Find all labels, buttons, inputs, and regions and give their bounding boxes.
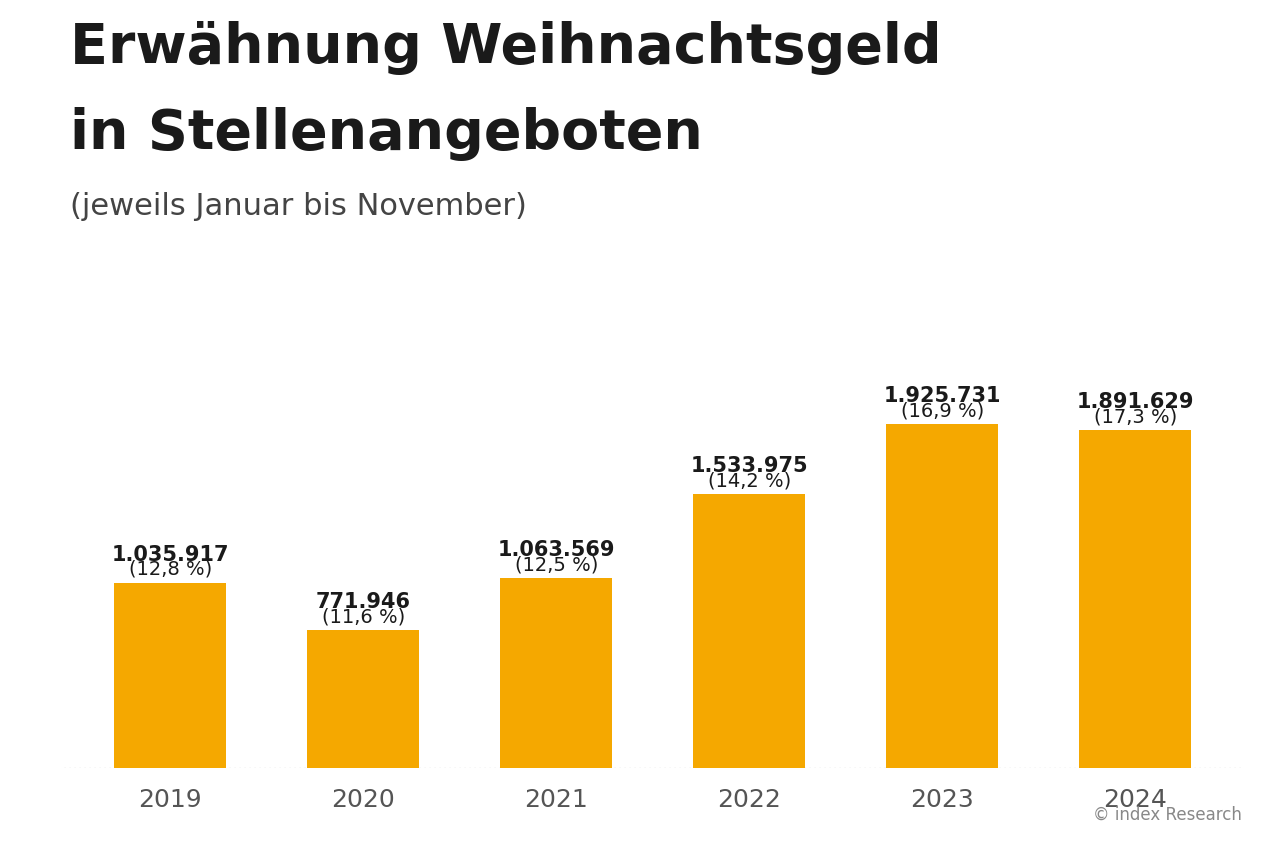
Text: (14,2 %): (14,2 %) xyxy=(708,471,791,490)
Bar xyxy=(500,578,612,768)
Bar xyxy=(1079,431,1192,768)
Text: (11,6 %): (11,6 %) xyxy=(321,606,404,625)
Text: 1.035.917: 1.035.917 xyxy=(111,544,229,564)
Text: 1.063.569: 1.063.569 xyxy=(498,539,614,559)
Bar xyxy=(114,583,227,768)
Text: (12,5 %): (12,5 %) xyxy=(515,554,598,573)
Text: (16,9 %): (16,9 %) xyxy=(901,401,984,420)
Text: Erwähnung Weihnachtsgeld: Erwähnung Weihnachtsgeld xyxy=(70,21,942,75)
Text: (17,3 %): (17,3 %) xyxy=(1094,407,1178,426)
Text: (12,8 %): (12,8 %) xyxy=(128,560,211,578)
Bar xyxy=(694,495,805,768)
Bar xyxy=(886,425,998,768)
Text: 1.533.975: 1.533.975 xyxy=(690,456,808,475)
Text: 771.946: 771.946 xyxy=(316,591,411,611)
Text: © index Research: © index Research xyxy=(1093,805,1242,823)
Text: 1.925.731: 1.925.731 xyxy=(883,386,1001,406)
Text: (jeweils Januar bis November): (jeweils Januar bis November) xyxy=(70,192,527,221)
Text: 1.891.629: 1.891.629 xyxy=(1076,392,1194,412)
Bar xyxy=(307,630,420,768)
Text: in Stellenangeboten: in Stellenangeboten xyxy=(70,107,703,160)
